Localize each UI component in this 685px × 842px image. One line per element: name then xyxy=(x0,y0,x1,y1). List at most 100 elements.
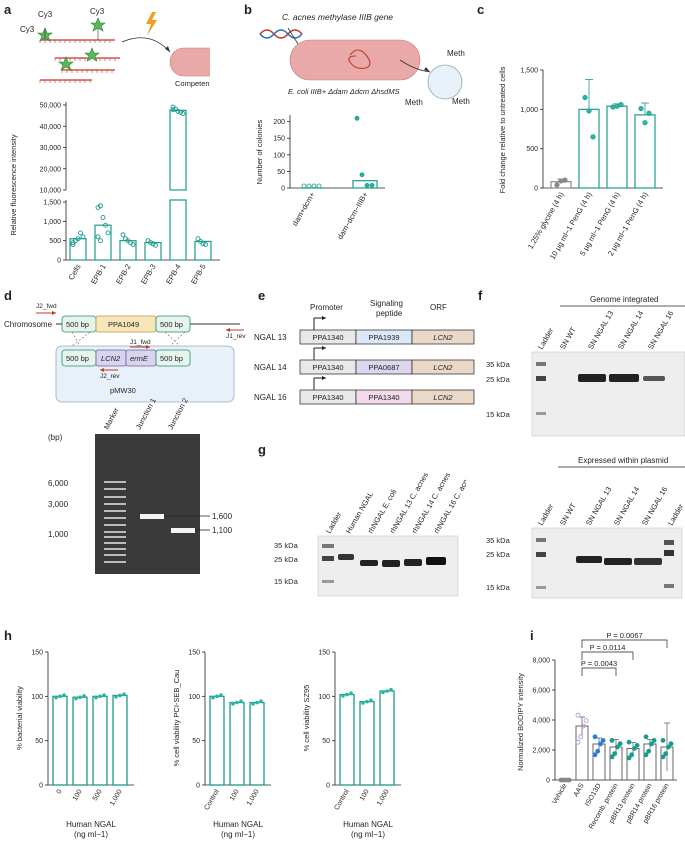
lane-label: SN NGAL 14 xyxy=(612,485,641,527)
y-tick-label: 2,000 xyxy=(532,748,550,755)
data-point xyxy=(618,102,624,108)
header-expressed-plasmid: Expressed within plasmid xyxy=(578,456,668,465)
data-point xyxy=(648,741,654,747)
data-point xyxy=(75,236,81,242)
peptide-label: PPA1939 xyxy=(368,333,399,342)
lane-label: Ladder xyxy=(536,502,556,527)
y-tick-label: 50 xyxy=(35,738,43,745)
band-ngal13 xyxy=(578,374,606,382)
data-point xyxy=(381,690,385,695)
y-tick-label: 0 xyxy=(196,783,200,790)
bar xyxy=(69,238,87,261)
bar xyxy=(229,701,245,786)
lane-label: Ladder xyxy=(666,502,685,527)
y-tick-label: 100 xyxy=(31,694,43,701)
panel-label-d: d xyxy=(4,288,12,303)
data-point xyxy=(58,694,62,699)
data-point xyxy=(609,754,615,760)
promoter-label: PPA1340 xyxy=(312,363,343,372)
p-value-label: P = 0.0043 xyxy=(581,659,617,668)
x-tick-label: EPB-4 xyxy=(164,263,183,286)
y-tick-label: 1,500 xyxy=(43,200,61,207)
box-ppa1049: PPA1049 xyxy=(108,320,139,329)
promoter-label: PPA1340 xyxy=(312,393,343,402)
significance-bracket xyxy=(581,639,668,648)
data-point xyxy=(595,748,601,754)
kda-label: 25 kDa xyxy=(486,550,511,559)
data-point xyxy=(646,110,652,116)
x-axis-unit: (ng ml−1) xyxy=(74,830,108,839)
data-point xyxy=(259,699,263,704)
y-tick-label: 150 xyxy=(31,650,43,657)
strain-label: E. coli IIIB+ Δdam Δdcm ΔhsdMS xyxy=(288,87,400,96)
data-point xyxy=(566,777,572,783)
lane-label: Ladder xyxy=(324,510,344,535)
lane-label: SN WT xyxy=(558,325,578,351)
x-tick-label: ISO13D xyxy=(584,783,603,808)
y-tick-label: 100 xyxy=(273,152,285,159)
data-point xyxy=(239,699,243,704)
panel-e-constructs: Promoter Signaling peptide ORF NGAL 13 PP… xyxy=(254,299,475,405)
data-point xyxy=(78,230,83,236)
data-point xyxy=(98,238,103,244)
data-point xyxy=(178,109,183,115)
data-point xyxy=(615,744,620,750)
bar xyxy=(359,701,375,786)
data-point xyxy=(235,700,239,705)
primer-label: J2_rev xyxy=(100,373,120,380)
lane-label: SN NGAL 16 xyxy=(646,309,675,351)
data-point xyxy=(130,242,136,247)
data-point xyxy=(626,739,632,745)
data-point xyxy=(369,182,375,188)
data-point xyxy=(592,734,598,740)
data-point xyxy=(349,691,353,696)
kda-label: 35 kDa xyxy=(486,536,511,545)
x-axis-unit: (ng ml−1) xyxy=(221,830,255,839)
data-point xyxy=(153,242,158,248)
y-tick-label: 100 xyxy=(318,694,330,701)
x-tick-label: 100 xyxy=(359,788,371,802)
y-tick-label: 40,000 xyxy=(40,124,62,131)
x-tick-label: 0 xyxy=(56,788,64,795)
kda-label: 15 kDa xyxy=(486,410,511,419)
data-point xyxy=(255,700,259,705)
data-point xyxy=(651,738,657,743)
lane-label: SN WT xyxy=(558,501,578,527)
bar xyxy=(112,694,128,786)
construct-name: NGAL 13 xyxy=(254,333,287,342)
x-tick-label: Vehicle xyxy=(551,782,568,805)
data-point xyxy=(592,752,598,758)
data-point xyxy=(586,108,592,114)
kda-label: 25 kDa xyxy=(274,555,299,564)
x-tick-label: Control xyxy=(333,788,351,811)
y-tick-label: 150 xyxy=(318,650,330,657)
data-point xyxy=(583,718,589,723)
data-point xyxy=(389,687,393,692)
data-point xyxy=(122,692,126,696)
data-point xyxy=(98,203,103,209)
kda-label: 35 kDa xyxy=(274,541,299,550)
panel-a-figure: Cy3 Cy3 Cy3 Competent C. acnes cells xyxy=(20,7,210,88)
bar xyxy=(352,180,378,189)
y-tick-label: 30,000 xyxy=(40,145,62,152)
gel-unit-label: (bp) xyxy=(48,433,63,442)
lane-label: SN NGAL 14 xyxy=(616,309,645,351)
data-point xyxy=(590,134,596,140)
primer-label: J2_fwd xyxy=(36,303,57,310)
x-tick-label: dam−dcm−IIIB+ xyxy=(335,190,370,241)
x-tick-label: Cells xyxy=(67,262,83,281)
y-axis-label: % cell viability SZ95 xyxy=(302,685,311,752)
peptide-label: PPA1340 xyxy=(368,393,399,402)
y-tick-label: 0 xyxy=(57,258,61,265)
lane-label: SN NGAL 13 xyxy=(584,485,613,527)
c-acnes-cell-icon xyxy=(169,47,210,77)
y-tick-label: 100 xyxy=(188,694,200,701)
y-tick-label: 1,000 xyxy=(520,107,538,114)
ladder-tick: 6,000 xyxy=(48,479,69,488)
y-tick-label: 150 xyxy=(188,650,200,657)
data-point xyxy=(118,693,122,698)
data-point xyxy=(665,744,671,750)
bar xyxy=(169,109,187,191)
panel-h-chart-3: 0 50 100 150 % cell viability SZ95 Control 100… xyxy=(302,650,401,839)
